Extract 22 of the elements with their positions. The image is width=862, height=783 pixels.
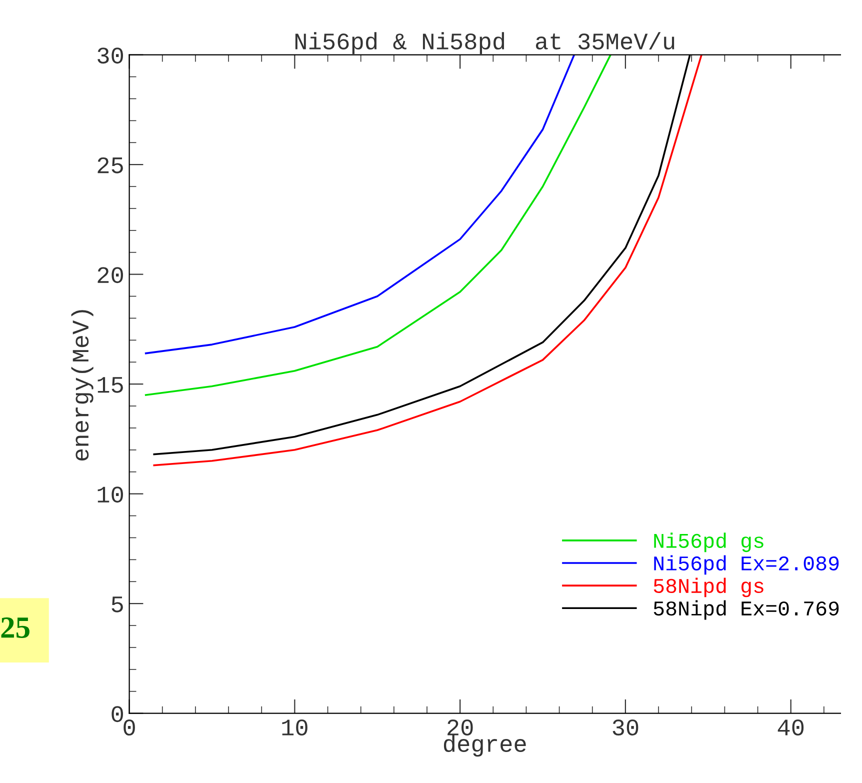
x-tick-label: 0: [124, 719, 135, 736]
line-series: [144, 54, 612, 396]
x-tick-label: 10: [282, 719, 308, 736]
y-axis-title: energy(MeV): [71, 310, 94, 460]
line-series: [144, 54, 576, 354]
y-tick-label: 25: [98, 157, 123, 174]
y-tick-label: 5: [112, 596, 123, 612]
y-tick-label: 20: [98, 267, 123, 284]
legend-label: Ni56pd Ex=2.089: [654, 555, 839, 575]
x-tick-label: 30: [612, 719, 638, 736]
chart-title: Ni56pd & Ni58pd at 35MeV/u: [295, 32, 674, 54]
y-tick-label: 10: [98, 486, 123, 503]
legend-label: 58Nipd gs: [654, 578, 764, 598]
y-tick-label: 30: [98, 48, 123, 64]
legend-label: 58Nipd Ex=0.769: [654, 600, 839, 620]
y-tick-label: 15: [98, 377, 123, 393]
text: 25: [1, 617, 30, 638]
x-tick-label: 40: [778, 719, 804, 736]
legend-label: Ni56pd gs: [654, 532, 764, 552]
y-tick-label: 0: [112, 706, 123, 722]
x-tick-label: 20: [448, 719, 473, 736]
x-axis-title: degree: [444, 734, 526, 757]
